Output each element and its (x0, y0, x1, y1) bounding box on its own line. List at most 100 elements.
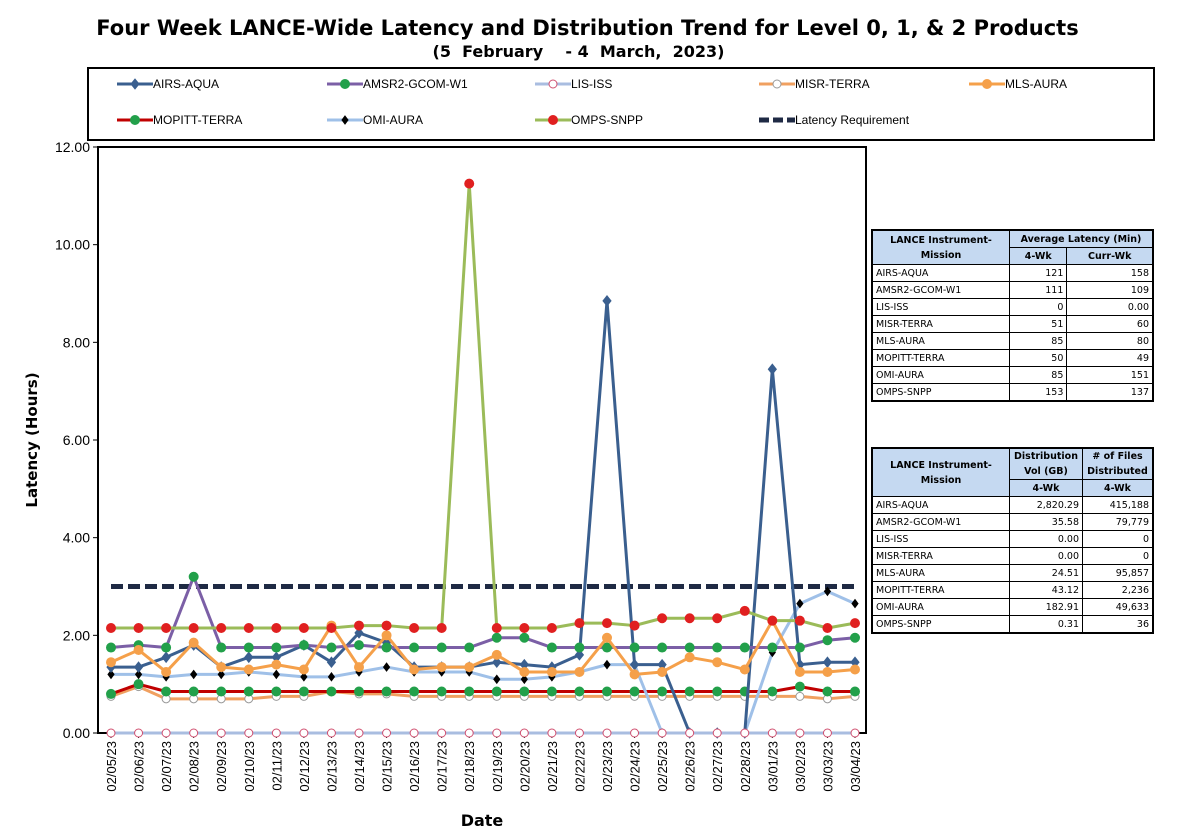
point-amsr2-gcom-w1 (271, 642, 282, 653)
distribution-cell-v1: 43.12 (1009, 581, 1083, 599)
point-mopitt-terra (491, 686, 502, 697)
point-omps-snpp (794, 615, 805, 626)
distribution-cell-v2: 0 (1082, 547, 1154, 565)
point-mopitt-terra (464, 686, 475, 697)
x-tick-label: 02/17/23 (435, 741, 450, 792)
legend-item-omps-snpp: OMPS-SNPP (535, 113, 643, 127)
point-amsr2-gcom-w1 (381, 642, 392, 653)
legend-label: MLS-AURA (1005, 77, 1068, 91)
x-tick-label: 02/21/23 (545, 741, 560, 792)
legend-swatch-omps-snpp (535, 115, 571, 125)
x-tick-label: 03/01/23 (765, 741, 780, 792)
x-tick-label: 02/10/23 (242, 741, 257, 792)
point-amsr2-gcom-w1 (822, 635, 833, 646)
point-amsr2-gcom-w1 (794, 642, 805, 653)
legend-swatch-marker (548, 79, 558, 89)
latency-cell-v1: 0 (1008, 298, 1068, 316)
x-tick-label: 02/24/23 (628, 741, 643, 792)
point-mls-aura (271, 659, 282, 670)
distribution-header-files-4wk: 4-Wk (1082, 479, 1154, 497)
distribution-cell-name: OMPS-SNPP (871, 615, 1010, 634)
latency-cell-v2: 60 (1066, 315, 1154, 333)
legend-item-misr-terra: MISR-TERRA (759, 77, 870, 91)
legend-label: AIRS-AQUA (153, 77, 220, 91)
point-lis-iss (712, 728, 722, 738)
point-omps-snpp (491, 623, 502, 634)
distribution-row: MOPITT-TERRA 43.12 2,236 (871, 581, 1154, 599)
point-amsr2-gcom-w1 (354, 640, 364, 651)
x-tick-label: 02/08/23 (187, 741, 202, 792)
point-mls-aura (188, 637, 199, 648)
legend-item-mopitt-terra: MOPITT-TERRA (117, 113, 242, 127)
point-lis-iss (161, 728, 171, 738)
point-mopitt-terra (657, 686, 668, 697)
distribution-row: LIS-ISS 0.00 0 (871, 530, 1154, 548)
point-airs-aqua (133, 661, 144, 673)
series-line-mopitt-terra (110, 682, 855, 696)
point-mopitt-terra (712, 686, 723, 697)
legend-swatch-marker (548, 115, 558, 125)
distribution-cell-v2: 79,779 (1082, 513, 1154, 531)
point-omps-snpp (546, 623, 557, 634)
point-amsr2-gcom-w1 (409, 642, 420, 653)
point-amsr2-gcom-w1 (739, 642, 750, 653)
legend-label: OMI-AURA (363, 113, 423, 127)
distribution-row: AIRS-AQUA 2,820.29 415,188 (871, 496, 1154, 514)
latency-cell-v2: 80 (1066, 332, 1154, 350)
x-tick-label: 02/12/23 (297, 741, 312, 792)
point-omps-snpp (409, 623, 420, 634)
distribution-cell-name: MOPITT-TERRA (871, 581, 1010, 599)
x-tick-label: 02/15/23 (380, 741, 395, 792)
point-mls-aura (409, 664, 420, 675)
distribution-header-mission: LANCE Instrument-Mission (871, 447, 1010, 497)
latency-cell-v1: 85 (1008, 332, 1068, 350)
point-amsr2-gcom-w1 (602, 642, 612, 653)
x-axis-label: Date (461, 811, 504, 830)
latency-header-currwk: Curr-Wk (1066, 247, 1154, 265)
point-mopitt-terra (243, 686, 254, 697)
series-line-mls-aura (110, 619, 856, 676)
latency-cell-v1: 121 (1008, 264, 1068, 282)
point-mls-aura (464, 662, 475, 673)
point-mls-aura (794, 666, 805, 677)
distribution-header-volume: Distribution Vol (GB) (1009, 447, 1083, 480)
point-lis-iss (271, 728, 281, 738)
distribution-row: OMPS-SNPP 0.31 36 (871, 615, 1154, 634)
point-mopitt-terra (133, 679, 144, 690)
x-tick-label: 02/09/23 (214, 741, 229, 792)
x-tick-label: 02/22/23 (572, 741, 587, 792)
point-amsr2-gcom-w1 (464, 642, 475, 653)
legend-swatch-misr-terra (759, 79, 795, 89)
distribution-cell-v1: 0.00 (1009, 530, 1083, 548)
point-amsr2-gcom-w1 (519, 632, 530, 643)
point-mls-aura (491, 649, 502, 660)
point-mopitt-terra (409, 686, 420, 697)
latency-header-4wk: 4-Wk (1008, 247, 1068, 265)
point-lis-iss (850, 728, 860, 738)
legend-item-mls-aura: MLS-AURA (969, 77, 1067, 91)
point-mopitt-terra (188, 686, 199, 697)
point-mopitt-terra (326, 686, 337, 697)
point-amsr2-gcom-w1 (298, 640, 309, 651)
latency-row: AIRS-AQUA 121 158 (871, 264, 1154, 282)
point-omi-aura (134, 669, 143, 680)
distribution-header-files: # of Files Distributed (1082, 447, 1154, 480)
point-amsr2-gcom-w1 (546, 642, 557, 653)
distribution-cell-name: MISR-TERRA (871, 547, 1010, 565)
legend-item-amsr2-gcom-w1: AMSR2-GCOM-W1 (327, 77, 468, 91)
chart-title: Four Week LANCE-Wide Latency and Distrib… (96, 16, 1079, 40)
plot-area (97, 146, 867, 734)
distribution-cell-v1: 0.31 (1009, 615, 1083, 634)
series-line-amsr2-gcom-w1 (110, 575, 856, 650)
y-tick-label: 6.00 (63, 432, 90, 448)
legend-swatch-marker (982, 79, 992, 89)
point-airs-aqua (492, 656, 502, 668)
point-lis-iss (740, 728, 750, 738)
point-mls-aura (546, 666, 557, 677)
point-mopitt-terra (684, 686, 695, 697)
point-omps-snpp (243, 623, 254, 634)
point-mopitt-terra (436, 686, 447, 697)
point-omps-snpp (629, 620, 640, 631)
point-omps-snpp (354, 620, 364, 631)
